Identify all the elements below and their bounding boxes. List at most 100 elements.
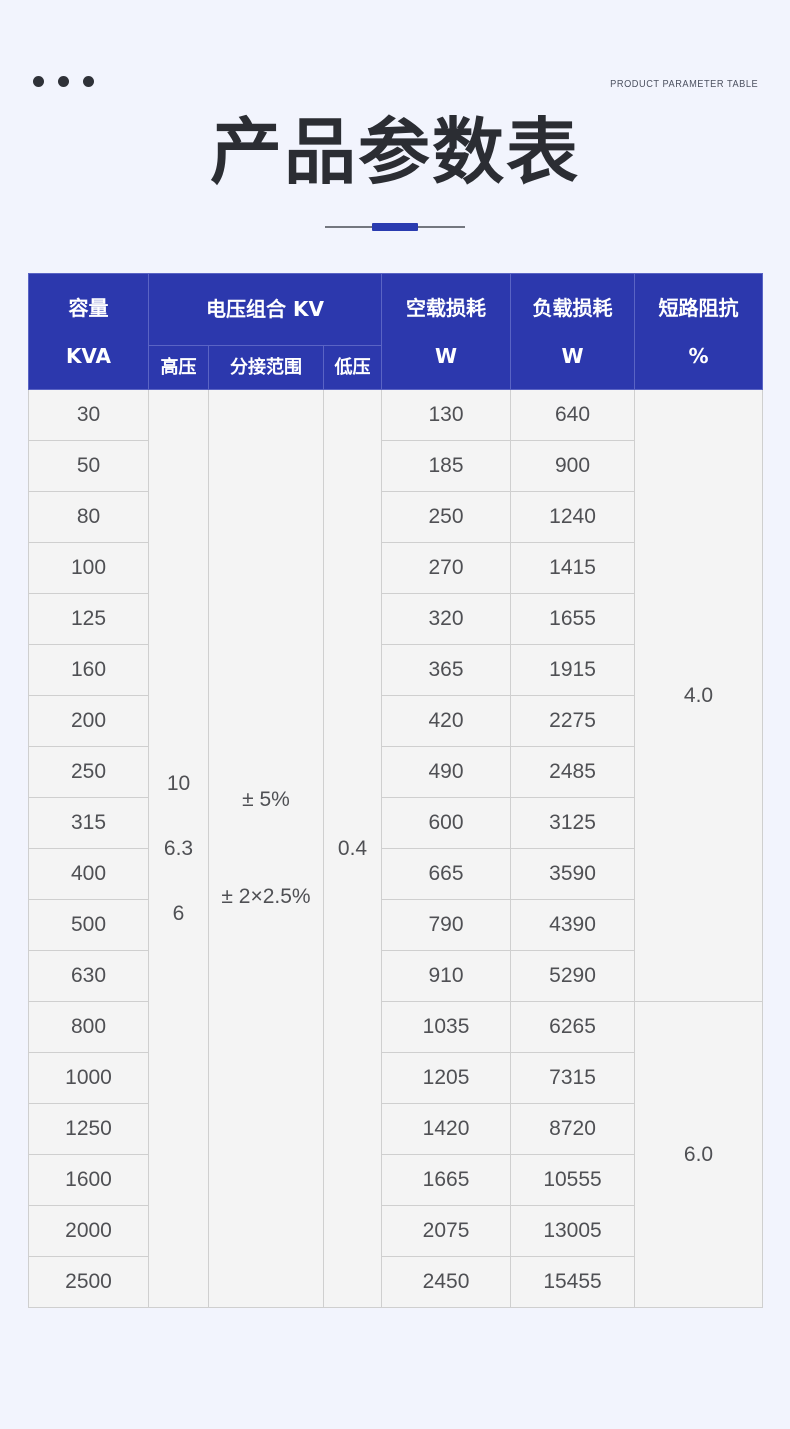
table-row: 30 10 6.3 6 ± 5% ± 2×2.5% 0.4 130 640 4.0: [28, 389, 764, 1308]
cell-load-loss: 1240: [510, 491, 636, 543]
cell-capacity: 800: [28, 1001, 149, 1053]
parameter-table-wrap: 容量 KVA 电压组合 KV 空载损耗 W 负载损耗 W 短路阻抗 %: [28, 273, 764, 1308]
table-row: 500 790 4390: [28, 899, 763, 951]
load-loss-line-2: W: [561, 343, 584, 368]
cell-capacity: 100: [28, 542, 149, 594]
cell-no-load-loss: 910: [381, 950, 512, 1002]
table-row: 200 420 2275: [28, 695, 763, 747]
table-row: 80 250 1240: [28, 491, 763, 543]
cell-capacity: 30: [28, 389, 149, 441]
table-row: 800 1035 6265 6.0: [28, 1001, 764, 1308]
cell-load-loss: 10555: [510, 1154, 636, 1206]
table-row: 400 665 3590: [28, 848, 763, 900]
cell-no-load-loss: 600: [381, 797, 512, 849]
cell-no-load-loss: 790: [381, 899, 512, 951]
cell-no-load-loss: 320: [381, 593, 512, 645]
high-voltage-value-3: 6: [172, 902, 185, 926]
table-row: 1000 1205 7315: [28, 1052, 763, 1104]
cell-capacity: 250: [28, 746, 149, 798]
capacity-line-1: 容量: [68, 295, 109, 320]
load-loss-line-1: 负载损耗: [532, 295, 613, 320]
cell-capacity: 1600: [28, 1154, 149, 1206]
cell-load-loss: 1915: [510, 644, 636, 696]
table-row: 2500 2450 15455: [28, 1256, 763, 1308]
cell-no-load-loss: 420: [381, 695, 512, 747]
cell-capacity: 200: [28, 695, 149, 747]
top-bar: PRODUCT PARAMETER TABLE: [0, 14, 790, 100]
capacity-line-2: KVA: [65, 343, 112, 368]
high-voltage-value-2: 6.3: [163, 836, 194, 860]
table-row: 2000 2075 13005: [28, 1205, 763, 1257]
col-header-voltage-group: 电压组合 KV: [147, 273, 383, 346]
impedance-line-2: %: [688, 343, 709, 368]
header-row-secondary: 高压 分接范围 低压: [29, 345, 763, 390]
tap-range-value-2: ± 2×2.5%: [221, 884, 311, 908]
table-row: 50 185 900: [28, 440, 763, 492]
dot-2: [58, 76, 69, 87]
cell-capacity: 1250: [28, 1103, 149, 1155]
table-row: 315 600 3125: [28, 797, 763, 849]
parameter-table: 容量 KVA 电压组合 KV 空载损耗 W 负载损耗 W 短路阻抗 %: [28, 273, 764, 1308]
no-load-loss-line-2: W: [435, 343, 458, 368]
cell-capacity: 2500: [28, 1256, 149, 1308]
cell-capacity: 630: [28, 950, 149, 1002]
cell-no-load-loss: 1035: [381, 1001, 512, 1053]
three-dots-icon: [33, 76, 94, 87]
impedance-line-1: 短路阻抗: [658, 295, 739, 320]
table-row: 630 910 5290: [28, 950, 763, 1002]
title-block: 产品参数表: [0, 116, 790, 232]
cell-capacity: 400: [28, 848, 149, 900]
table-head: 容量 KVA 电压组合 KV 空载损耗 W 负载损耗 W 短路阻抗 %: [28, 273, 764, 390]
cell-high-voltage: 10 6.3 6: [148, 389, 209, 1308]
cell-capacity: 1000: [28, 1052, 149, 1104]
title-divider: [325, 222, 465, 232]
table-row: 1600 1665 10555: [28, 1154, 763, 1206]
col-header-capacity: 容量 KVA: [28, 273, 149, 390]
cell-load-loss: 3590: [510, 848, 636, 900]
cell-no-load-loss: 130: [381, 389, 512, 441]
table-row: 125 320 1655: [28, 593, 763, 645]
cell-capacity: 125: [28, 593, 149, 645]
cell-no-load-loss: 490: [381, 746, 512, 798]
eyebrow-label: PRODUCT PARAMETER TABLE: [609, 78, 758, 90]
cell-no-load-loss: 365: [381, 644, 512, 696]
cell-no-load-loss: 250: [381, 491, 512, 543]
divider-accent: [372, 223, 418, 231]
cell-load-loss: 640: [510, 389, 636, 441]
cell-low-voltage: 0.4: [322, 389, 383, 1308]
col-header-impedance: 短路阻抗 %: [634, 273, 764, 390]
cell-load-loss: 4390: [510, 899, 636, 951]
cell-load-loss: 13005: [510, 1205, 636, 1257]
cell-capacity: 2000: [28, 1205, 149, 1257]
cell-load-loss: 5290: [510, 950, 636, 1002]
cell-load-loss: 1655: [510, 593, 636, 645]
cell-load-loss: 6265: [510, 1001, 636, 1053]
table-row: 1250 1420 8720: [28, 1103, 763, 1155]
cell-load-loss: 1415: [510, 542, 636, 594]
cell-load-loss: 2485: [510, 746, 636, 798]
col-header-load-loss: 负载损耗 W: [510, 273, 636, 390]
cell-impedance: 4.0: [634, 389, 764, 1002]
header-row-primary: 容量 KVA 电压组合 KV 空载损耗 W 负载损耗 W 短路阻抗 %: [28, 273, 764, 390]
cell-load-loss: 2275: [510, 695, 636, 747]
cell-capacity: 160: [28, 644, 149, 696]
cell-no-load-loss: 1665: [381, 1154, 512, 1206]
cell-load-loss: 7315: [510, 1052, 636, 1104]
no-load-loss-line-1: 空载损耗: [406, 295, 487, 320]
col-header-tap-range: 分接范围: [208, 345, 324, 390]
cell-no-load-loss: 1205: [381, 1052, 512, 1104]
cell-load-loss: 15455: [510, 1256, 636, 1308]
table-body: 30 10 6.3 6 ± 5% ± 2×2.5% 0.4 130 640 4.0 50 185 900…: [28, 389, 764, 1308]
cell-load-loss: 3125: [510, 797, 636, 849]
cell-no-load-loss: 665: [381, 848, 512, 900]
cell-no-load-loss: 2450: [381, 1256, 512, 1308]
col-header-high-voltage: 高压: [148, 345, 209, 390]
cell-load-loss: 8720: [510, 1103, 636, 1155]
tap-range-value-1: ± 5%: [242, 787, 290, 811]
high-voltage-value-1: 10: [166, 771, 191, 795]
cell-capacity: 315: [28, 797, 149, 849]
cell-no-load-loss: 2075: [381, 1205, 512, 1257]
cell-no-load-loss: 185: [381, 440, 512, 492]
cell-no-load-loss: 270: [381, 542, 512, 594]
